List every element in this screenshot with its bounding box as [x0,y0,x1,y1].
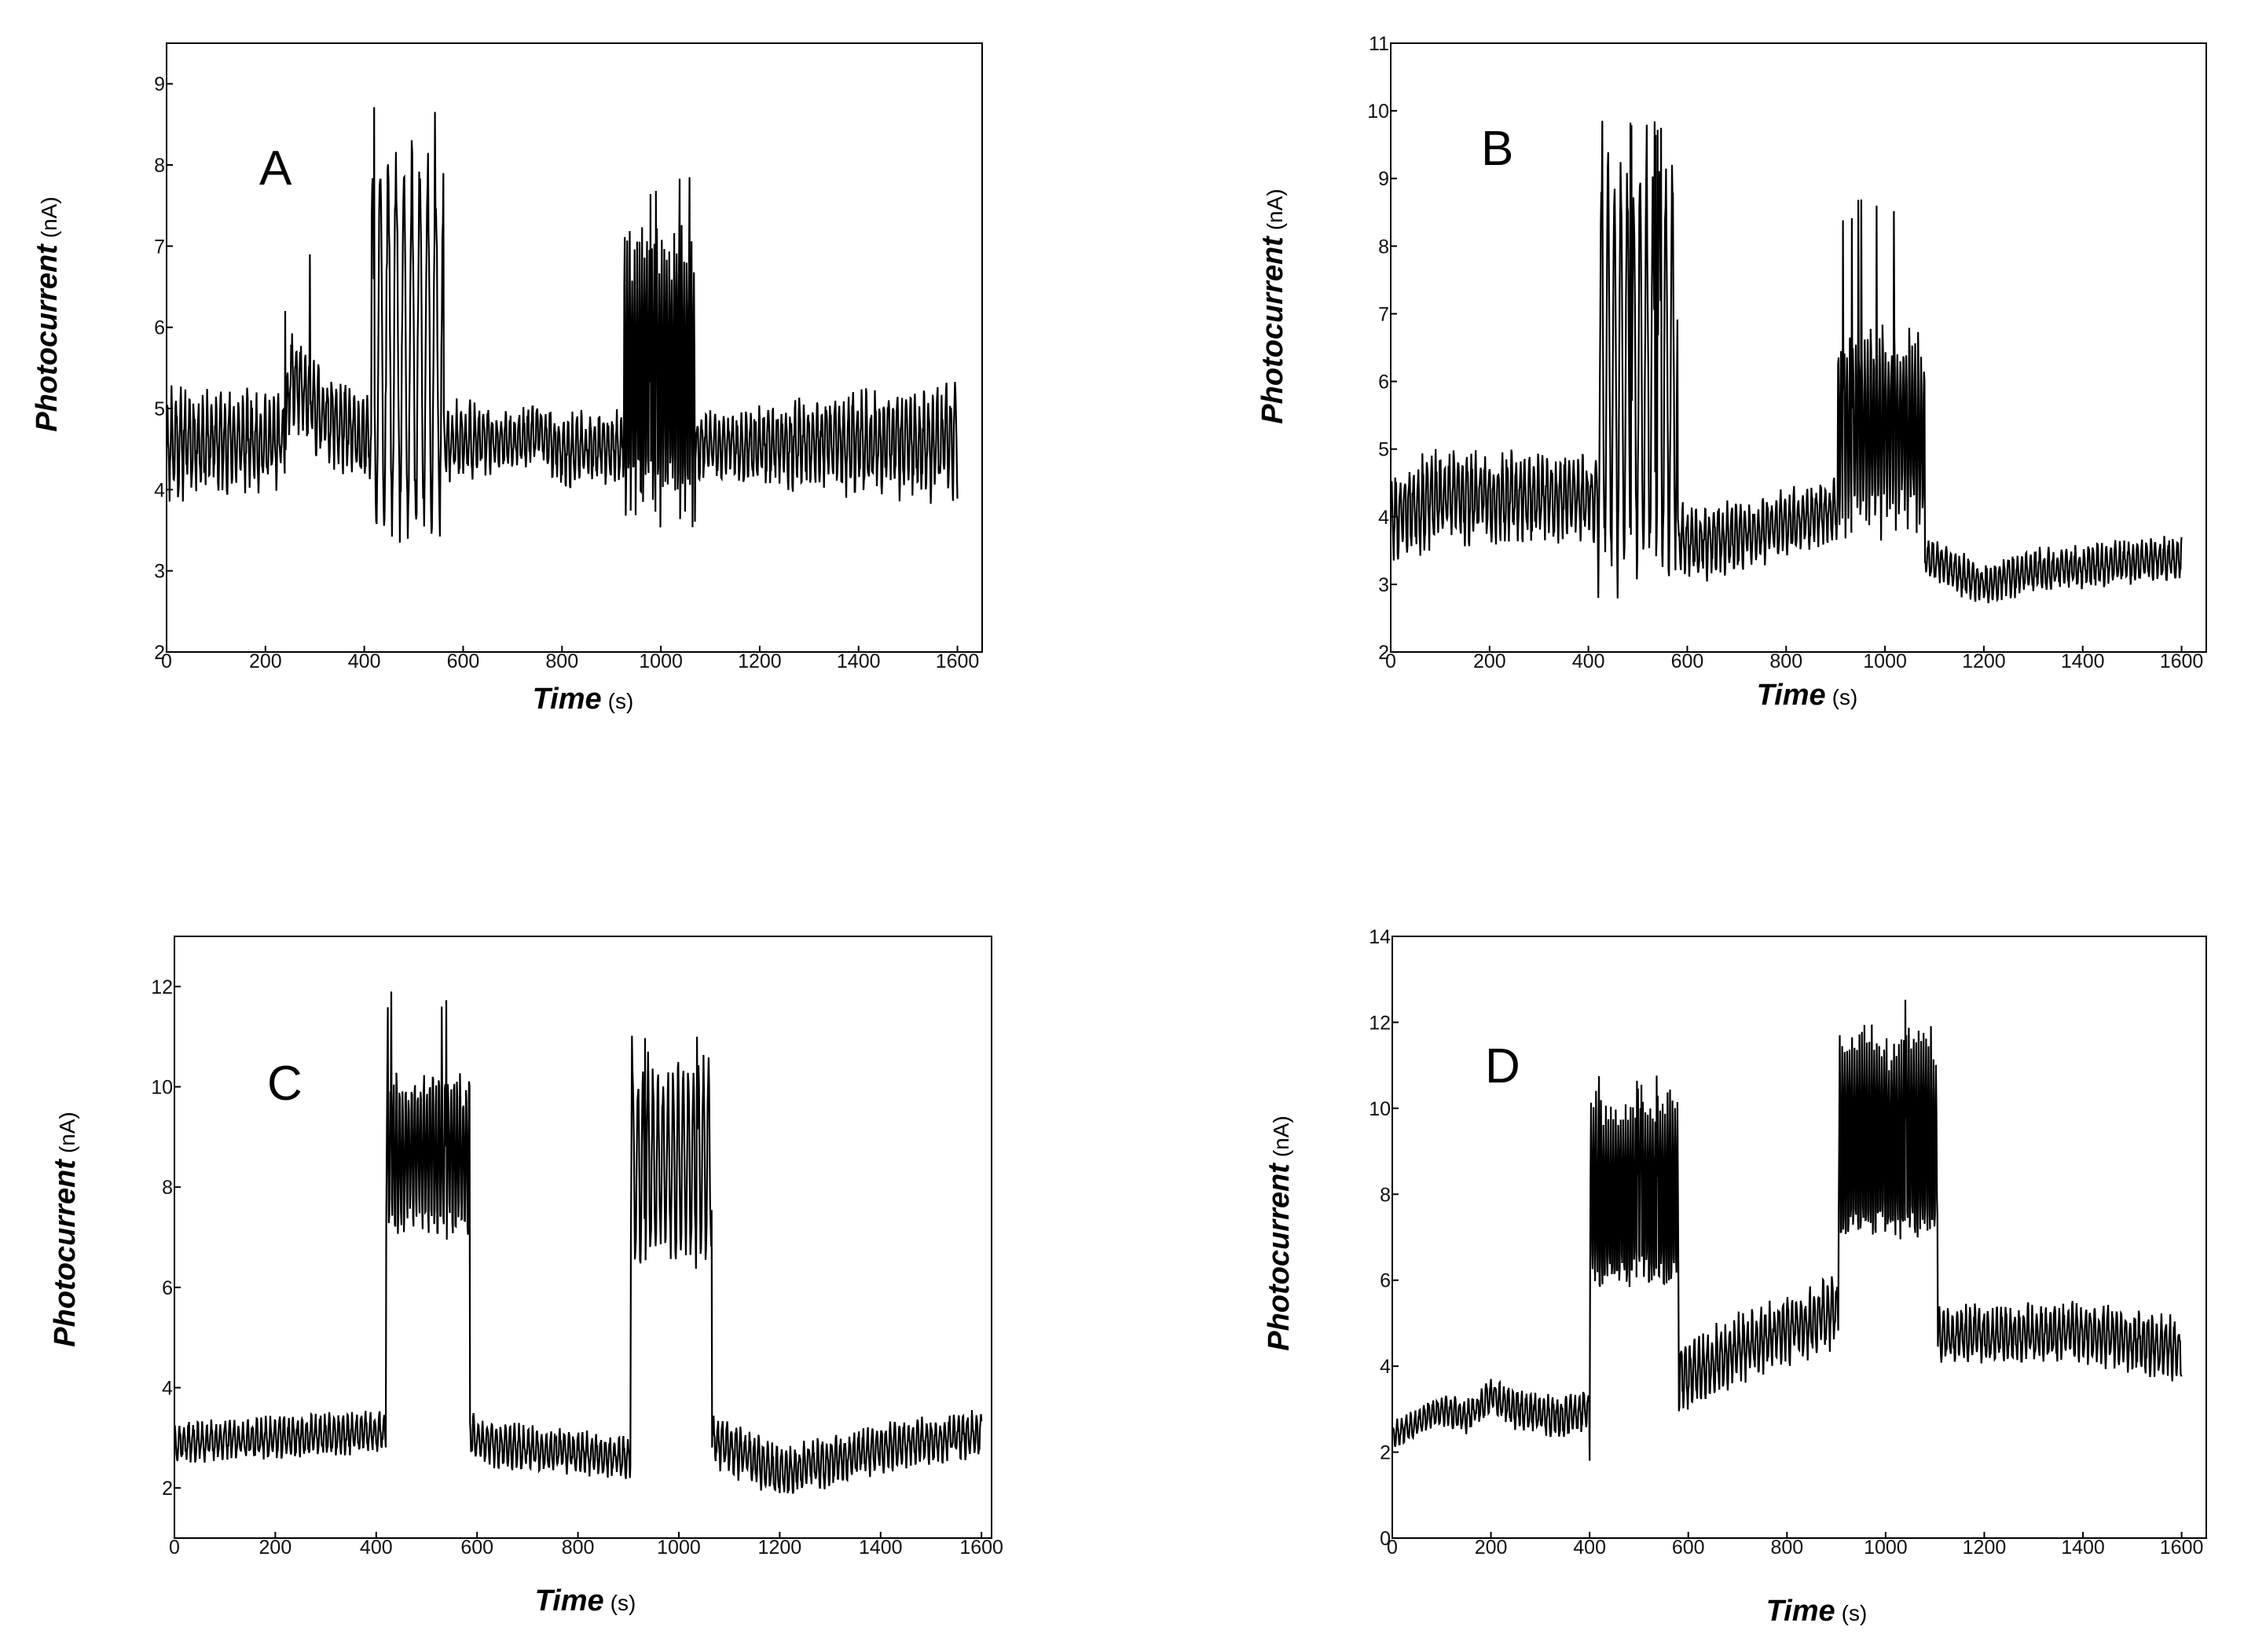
x-tick-label: 200 [1475,1537,1508,1559]
y-tick-label: 9 [154,74,165,96]
chart-panel-d: 0 200 400 600 800 1000 1200 1400 1600 0 2 4 6 8 10 12 14… [1263,926,2207,1628]
y-tick-label: 2 [154,642,165,664]
y-axis-title: Photocurrent(nA) [31,196,64,431]
y-tick-label: 3 [1378,574,1389,596]
x-tick-label: 600 [1671,650,1704,672]
plot-frame [1390,42,2207,653]
x-tick-label: 1200 [1963,1537,2007,1559]
y-tick-label: 12 [151,976,173,998]
x-tick-label: 200 [249,650,282,672]
y-tick-label: 8 [162,1177,173,1199]
plot-frame [174,936,992,1539]
panel-letter: B [1481,122,1513,176]
x-axis-title: Time (s) [1766,1595,1868,1628]
x-tick-label: 1200 [758,1537,802,1559]
x-tick-label: 400 [348,650,381,672]
x-tick-label: 800 [1769,650,1802,672]
x-tick-label: 800 [545,650,578,672]
x-tick-label: 600 [1672,1537,1705,1559]
x-tick-label: 200 [259,1537,292,1559]
y-tick-label: 2 [162,1478,173,1500]
y-axis-title: Photocurrent(nA) [1256,189,1289,423]
x-tick-label: 1000 [1864,1537,1908,1559]
x-tick-label: 1000 [1863,650,1907,672]
x-axis-title: Time (s) [533,683,634,716]
y-tick-label: 5 [1378,439,1389,461]
y-tick-label: 6 [1380,1270,1391,1292]
x-tick-label: 400 [1572,650,1605,672]
x-tick-label: 200 [1473,650,1506,672]
y-tick-label: 6 [154,317,165,339]
x-axis-title: Time (s) [535,1584,636,1617]
x-axis-title: Time (s) [1757,679,1858,712]
plot-frame [166,42,983,653]
x-tick-label: 1000 [657,1537,701,1559]
x-tick-label: 1400 [859,1537,903,1559]
x-tick-label: 800 [1770,1537,1803,1559]
x-tick-label: 0 [169,1537,180,1559]
y-axis-title: Photocurrent(nA) [1263,1115,1296,1350]
y-tick-label: 9 [1378,168,1389,190]
x-tick-label: 1000 [639,650,683,672]
y-tick-label: 8 [1378,236,1389,258]
panel-letter: A [259,141,292,196]
x-tick-label: 0 [161,650,172,672]
y-tick-label: 0 [1380,1528,1391,1550]
x-tick-label: 0 [1387,1537,1398,1559]
y-tick-label: 12 [1369,1012,1391,1034]
x-tick-label: 1200 [1962,650,2006,672]
photocurrent-series-line [1389,120,2183,603]
y-tick-label: 4 [162,1378,173,1400]
x-tick-label: 1600 [959,1537,1003,1559]
photocurrent-series-line [1391,999,2183,1461]
panel-letter: D [1485,1039,1520,1093]
y-tick-label: 2 [1380,1442,1391,1464]
x-tick-label: 0 [1385,650,1396,672]
x-tick-label: 1400 [2061,650,2105,672]
y-tick-label: 7 [1378,303,1389,325]
y-tick-label: 5 [154,398,165,420]
y-tick-label: 3 [154,561,165,583]
x-tick-label: 400 [360,1537,393,1559]
y-tick-label: 11 [1369,33,1389,55]
y-axis-title: Photocurrent(nA) [49,1112,82,1346]
y-tick-label: 10 [1369,1098,1391,1120]
x-tick-label: 1600 [2160,650,2204,672]
x-tick-label: 1400 [2061,1537,2105,1559]
y-tick-label: 2 [1378,642,1389,664]
y-tick-label: 4 [1378,507,1389,529]
y-tick-label: 14 [1369,926,1391,948]
photocurrent-series-line [173,991,983,1494]
y-tick-label: 4 [1380,1356,1391,1378]
y-tick-label: 10 [1367,101,1389,123]
x-tick-label: 1600 [2160,1537,2204,1559]
photocurrent-series-line [165,107,959,543]
y-tick-label: 7 [154,236,165,258]
chart-panel-b: 0 200 400 600 800 1000 1200 1400 1600 2 3 4 5 6 7 8 9 10 1… [1256,33,2207,712]
y-tick-label: 10 [151,1077,173,1099]
x-tick-label: 1400 [837,650,881,672]
y-tick-label: 8 [1380,1184,1391,1206]
x-tick-label: 1200 [738,650,782,672]
x-tick-label: 600 [460,1537,493,1559]
y-tick-label: 6 [1378,372,1389,394]
x-tick-label: 1600 [936,650,980,672]
plot-frame [1392,936,2207,1539]
y-tick-label: 8 [154,155,165,177]
chart-panel-c: 0 200 400 600 800 1000 1200 1400 1600 2 4 6 8 10 12 C Ti… [49,936,1003,1617]
chart-panel-a: 0 200 400 600 800 1000 1200 1400 1600 2 3 4 5 6 7 8 9 A Ti… [31,42,983,716]
x-tick-label: 800 [562,1537,595,1559]
panel-letter: C [267,1057,302,1111]
x-tick-label: 400 [1573,1537,1606,1559]
x-tick-label: 600 [447,650,480,672]
y-tick-label: 4 [154,479,165,501]
y-tick-label: 6 [162,1277,173,1299]
